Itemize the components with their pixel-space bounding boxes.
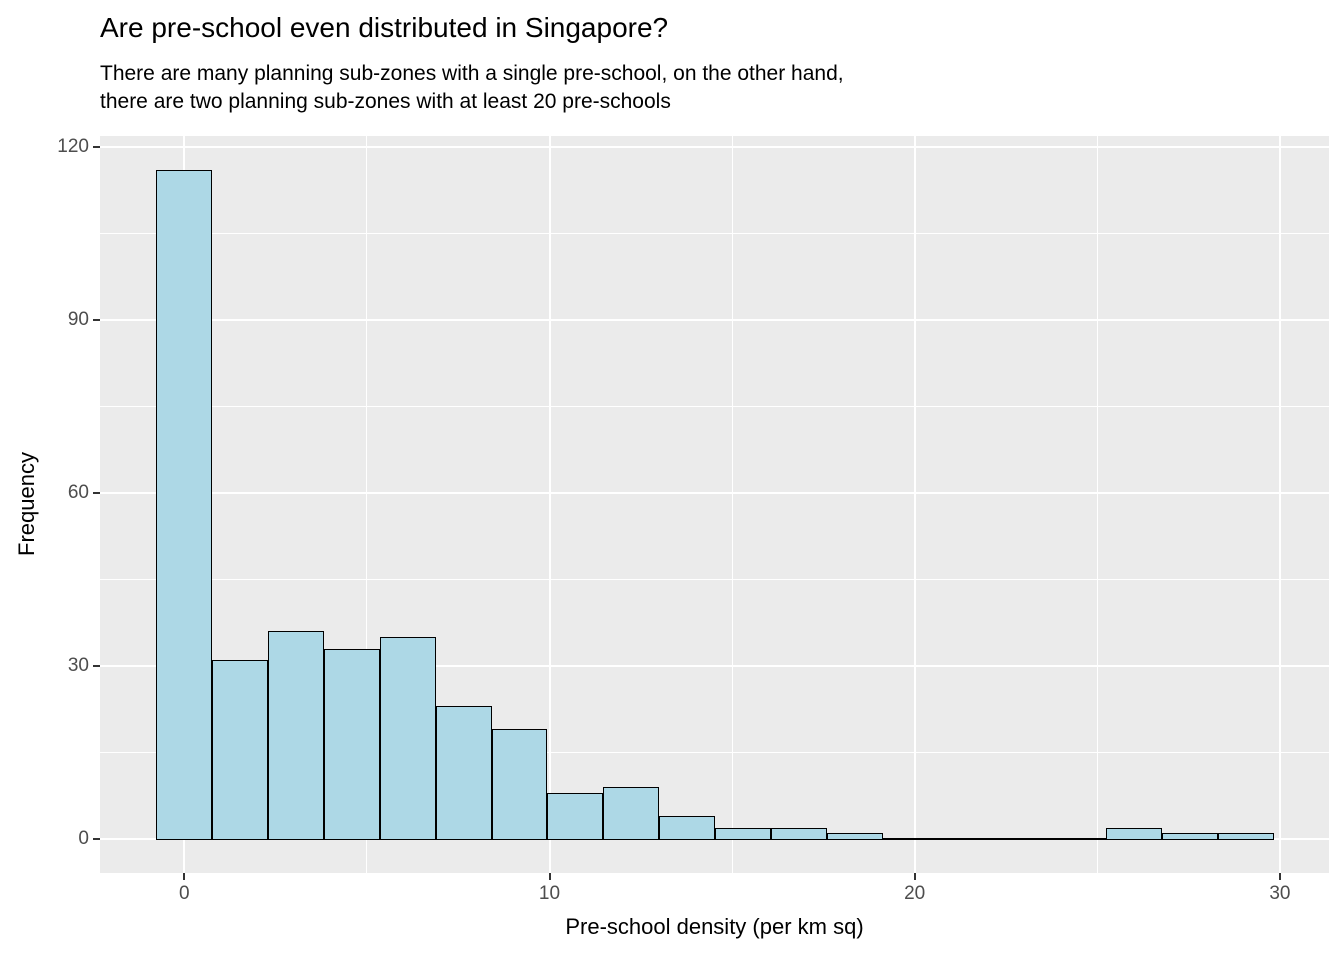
x-tick-label: 0 — [179, 883, 190, 904]
histogram-bar — [268, 631, 324, 840]
major-gridline-horizontal — [100, 491, 1329, 494]
histogram-bar — [491, 729, 548, 840]
x-axis-tick — [548, 873, 551, 880]
major-gridline-horizontal — [100, 145, 1329, 148]
major-gridline-horizontal — [100, 665, 1329, 668]
histogram-bar — [770, 827, 827, 840]
y-tick-label: 90 — [67, 308, 89, 330]
y-tick-label: 0 — [78, 828, 89, 850]
y-axis-tick — [93, 665, 100, 668]
histogram-bar — [323, 648, 380, 840]
minor-gridline-horizontal — [100, 232, 1329, 234]
chart-subtitle: There are many planning sub-zones with a… — [100, 60, 844, 116]
histogram-bar — [379, 637, 436, 840]
minor-gridline-vertical — [366, 136, 368, 873]
x-tick-label: 30 — [1269, 883, 1291, 904]
major-gridline-vertical — [913, 136, 916, 873]
x-axis-tick — [183, 873, 186, 880]
y-tick-label: 120 — [57, 135, 89, 157]
minor-gridline-horizontal — [100, 578, 1329, 580]
y-axis-tick — [93, 145, 100, 148]
histogram-bar — [156, 169, 213, 840]
histogram-bar — [659, 816, 716, 840]
major-gridline-vertical — [548, 136, 551, 873]
chart-title: Are pre-school even distributed in Singa… — [100, 12, 669, 43]
major-gridline-horizontal — [100, 318, 1329, 321]
x-axis-title: Pre-school density (per km sq) — [565, 914, 864, 939]
y-axis-tick — [93, 838, 100, 841]
minor-gridline-vertical — [731, 136, 733, 873]
histogram-bar — [826, 833, 883, 840]
histogram-bar — [547, 792, 604, 840]
x-axis-tick — [1278, 873, 1281, 880]
y-axis-tick — [93, 491, 100, 494]
histogram-bar — [1217, 833, 1274, 840]
histogram-bar — [715, 827, 771, 840]
y-tick-label: 30 — [67, 655, 89, 677]
histogram-bar — [1162, 833, 1218, 840]
minor-gridline-horizontal — [100, 752, 1329, 754]
y-axis-tick — [93, 318, 100, 321]
minor-gridline-horizontal — [100, 405, 1329, 407]
chart-subtitle-line-1: There are many planning sub-zones with a… — [100, 62, 844, 85]
minor-gridline-vertical — [1096, 136, 1098, 873]
histogram-bar — [212, 660, 269, 840]
x-tick-label: 20 — [904, 883, 926, 904]
histogram-bar — [603, 787, 660, 840]
histogram-bar — [435, 706, 492, 840]
x-axis-tick — [913, 873, 916, 880]
y-tick-label: 60 — [67, 481, 89, 503]
y-axis-title: Frequency — [14, 452, 39, 556]
major-gridline-vertical — [1278, 136, 1281, 873]
histogram-bar — [1106, 827, 1163, 840]
chart-subtitle-line-2: there are two planning sub-zones with at… — [100, 90, 671, 113]
x-tick-label: 10 — [538, 883, 561, 904]
chart-panel — [100, 136, 1329, 873]
